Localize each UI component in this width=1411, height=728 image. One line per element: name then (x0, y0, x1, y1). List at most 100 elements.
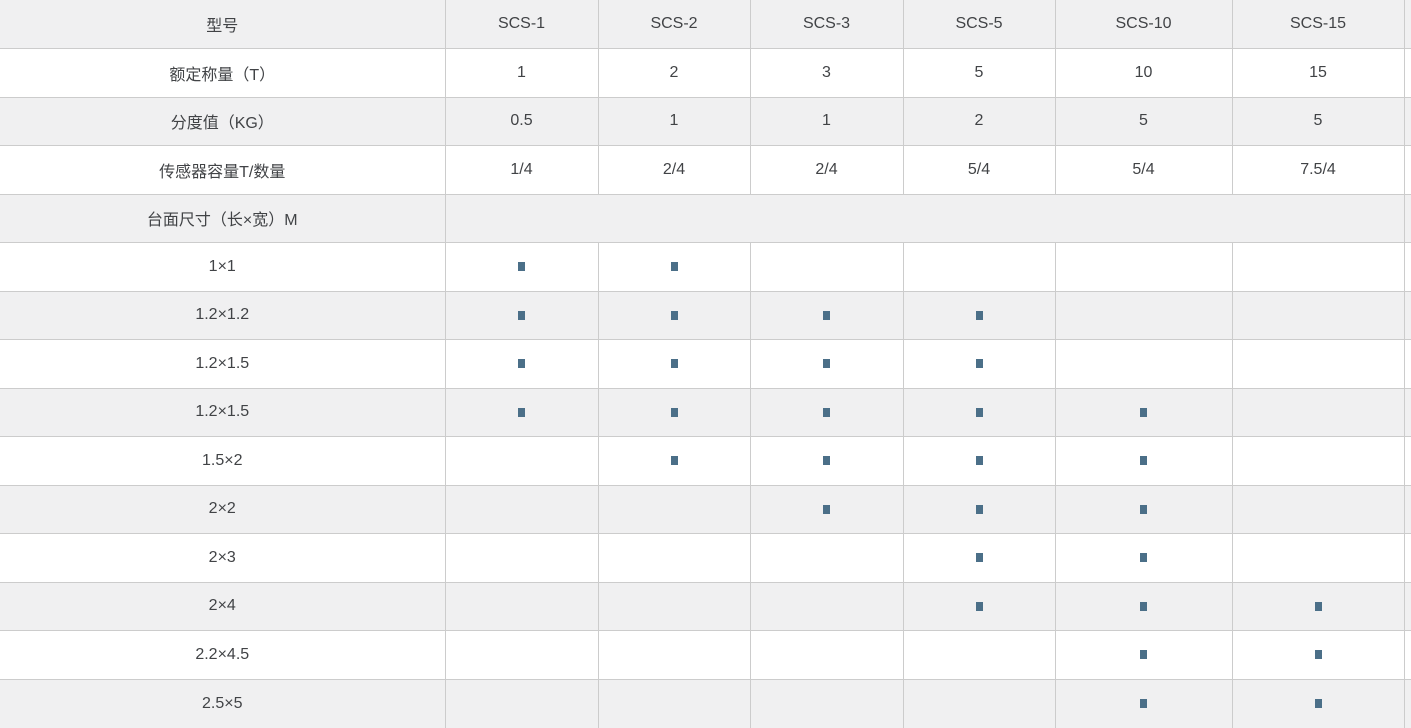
mark-cell (902, 339, 1056, 389)
empty-cell (444, 533, 599, 583)
size-label-cell: 1.5×2 (0, 436, 446, 486)
availability-mark-icon (670, 359, 678, 369)
header-row: 型号 SCS-1 SCS-2 SCS-3 SCS-5 SCS-10 SCS-15 (0, 0, 1411, 49)
empty-cell (902, 242, 1056, 292)
availability-mark-icon (1140, 456, 1147, 466)
spec-value-cell: 1 (597, 96, 751, 146)
row-label-cell: 传感器容量T/数量 (0, 145, 446, 195)
spec-value-cell: 0.5 (444, 96, 599, 146)
mark-cell (1054, 387, 1233, 437)
row-edge-spacer-cell (1403, 436, 1411, 486)
availability-mark-icon (823, 310, 830, 320)
availability-mark-icon (670, 407, 678, 417)
row-edge-spacer-cell (1403, 48, 1411, 98)
mark-cell (902, 436, 1056, 486)
empty-cell (444, 484, 599, 534)
empty-cell (1231, 484, 1405, 534)
model-header-cell: SCS-1 (444, 0, 599, 49)
mark-cell (597, 242, 751, 292)
empty-cell (749, 581, 904, 631)
mark-cell (749, 290, 904, 340)
mark-cell (1054, 581, 1233, 631)
empty-cell (444, 436, 599, 486)
model-header-cell: SCS-2 (597, 0, 751, 49)
empty-cell (597, 630, 751, 680)
size-row: 2×3 (0, 533, 1411, 583)
model-header-cell: SCS-5 (902, 0, 1056, 49)
empty-cell (597, 581, 751, 631)
mark-cell (444, 242, 599, 292)
empty-cell (1231, 242, 1405, 292)
row-edge-spacer-cell (1403, 339, 1411, 389)
empty-cell (749, 242, 904, 292)
spec-value-cell: 5 (1231, 96, 1405, 146)
availability-mark-icon (975, 553, 983, 563)
availability-mark-icon (1314, 601, 1322, 611)
empty-cell (597, 484, 751, 534)
empty-cell (1231, 533, 1405, 583)
section-row-platform-size: 台面尺寸（长×宽）M (0, 193, 1411, 243)
availability-mark-icon (975, 456, 983, 466)
availability-mark-icon (518, 310, 525, 320)
mark-cell (597, 436, 751, 486)
mark-cell (749, 387, 904, 437)
size-label-cell: 1.2×1.5 (0, 387, 446, 437)
mark-cell (444, 387, 599, 437)
row-label-cell: 额定称量（T） (0, 48, 446, 98)
mark-cell (902, 533, 1056, 583)
availability-mark-icon (975, 504, 983, 514)
spec-row: 分度值（KG） 0.5 1 1 2 5 5 (0, 96, 1411, 146)
spec-value-cell: 3 (749, 48, 904, 98)
section-label-cell: 台面尺寸（长×宽）M (0, 193, 446, 243)
empty-cell (444, 581, 599, 631)
spec-value-cell: 10 (1054, 48, 1233, 98)
size-label-cell: 1×1 (0, 242, 446, 292)
empty-cell (1054, 339, 1233, 389)
size-row: 1.2×1.2 (0, 290, 1411, 340)
mark-cell (1231, 581, 1405, 631)
mark-cell (902, 484, 1056, 534)
spec-value-cell: 2 (902, 96, 1056, 146)
spec-row: 传感器容量T/数量 1/4 2/4 2/4 5/4 5/4 7.5/4 (0, 145, 1411, 195)
availability-mark-icon (518, 407, 525, 417)
empty-cell (1231, 339, 1405, 389)
spec-value-cell: 5/4 (902, 145, 1056, 195)
mark-cell (902, 290, 1056, 340)
availability-mark-icon (975, 601, 983, 611)
availability-mark-icon (823, 359, 830, 369)
row-edge-spacer-cell (1403, 290, 1411, 340)
spec-value-cell: 2 (597, 48, 751, 98)
size-row: 1.2×1.5 (0, 387, 1411, 437)
section-merged-cell (444, 193, 1405, 243)
row-edge-spacer-cell (1403, 242, 1411, 292)
empty-cell (749, 630, 904, 680)
availability-mark-icon (518, 359, 525, 369)
size-label-cell: 2×3 (0, 533, 446, 583)
mark-cell (902, 387, 1056, 437)
availability-mark-icon (670, 456, 678, 466)
mark-cell (1231, 630, 1405, 680)
availability-mark-icon (1140, 650, 1147, 660)
mark-cell (1231, 678, 1405, 728)
availability-mark-icon (823, 504, 830, 514)
availability-mark-icon (975, 310, 983, 320)
availability-mark-icon (823, 456, 830, 466)
mark-cell (749, 436, 904, 486)
spec-row: 额定称量（T） 1 2 3 5 10 15 (0, 48, 1411, 98)
size-label-cell: 2×2 (0, 484, 446, 534)
availability-mark-icon (975, 359, 983, 369)
size-row: 1.5×2 (0, 436, 1411, 486)
mark-cell (597, 339, 751, 389)
availability-mark-icon (1314, 650, 1322, 660)
size-label-cell: 2.5×5 (0, 678, 446, 728)
availability-mark-icon (1314, 698, 1322, 708)
spec-value-cell: 5/4 (1054, 145, 1233, 195)
model-column-title-cell: 型号 (0, 0, 446, 49)
mark-cell (749, 484, 904, 534)
size-row: 2×2 (0, 484, 1411, 534)
spec-value-cell: 5 (902, 48, 1056, 98)
size-label-cell: 2.2×4.5 (0, 630, 446, 680)
mark-cell (1054, 678, 1233, 728)
